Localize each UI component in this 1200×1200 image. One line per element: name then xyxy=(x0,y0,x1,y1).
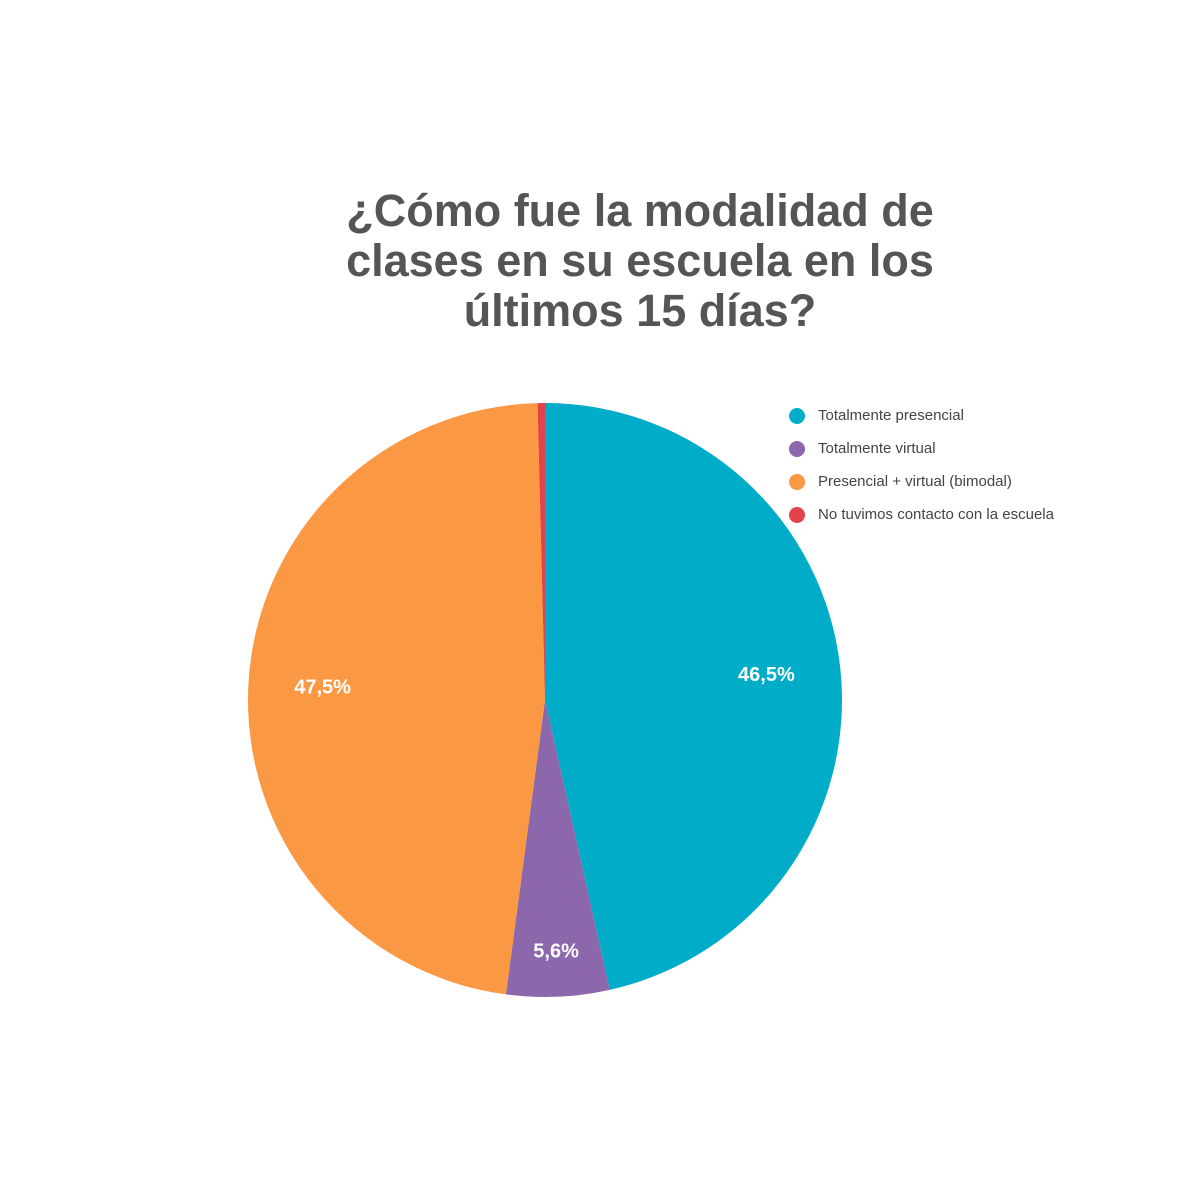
chart-title: ¿Cómo fue la modalidad de clases en su es… xyxy=(240,186,1040,336)
legend-label: Totalmente presencial xyxy=(818,407,964,424)
legend-marker xyxy=(789,507,805,523)
pie-slice xyxy=(247,403,545,995)
legend-label: Totalmente virtual xyxy=(818,440,936,457)
legend-marker xyxy=(789,474,805,490)
pie-slice xyxy=(545,403,842,990)
legend-label: No tuvimos contacto con la escuela xyxy=(818,506,1055,523)
legend-marker xyxy=(789,408,805,424)
pie-slice xyxy=(537,403,545,700)
value-label: 5,6% xyxy=(533,940,579,962)
pie-slice xyxy=(505,700,610,997)
value-label: 47,5% xyxy=(294,676,351,698)
title-line: últimos 15 días? xyxy=(463,285,817,336)
legend-marker xyxy=(789,441,805,457)
value-label: 46,5% xyxy=(738,664,795,686)
title-line: clases en su escuela en los xyxy=(346,235,934,286)
title-line: ¿Cómo fue la modalidad de xyxy=(346,185,934,236)
legend-label: Presencial + virtual (bimodal) xyxy=(818,473,1012,490)
